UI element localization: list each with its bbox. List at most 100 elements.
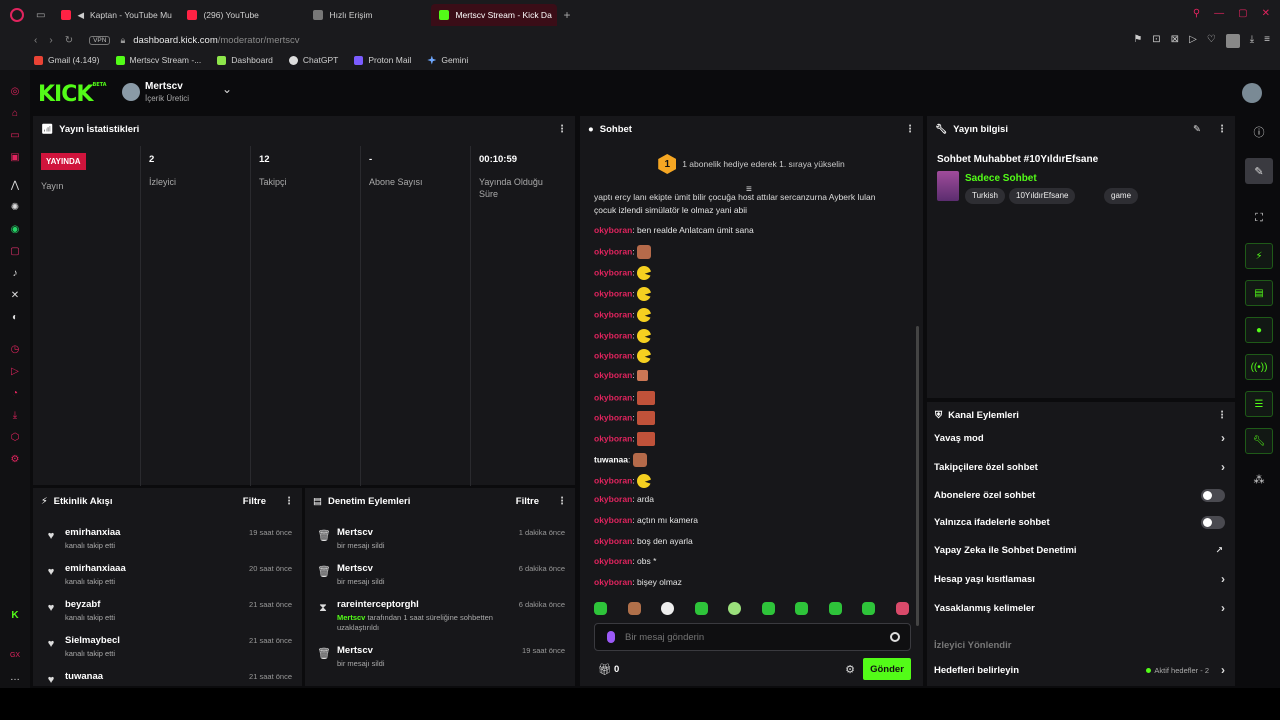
notes-icon[interactable]: ▤	[1245, 280, 1273, 306]
chat-username[interactable]: okyboran	[594, 392, 633, 403]
emote-button[interactable]	[828, 602, 842, 615]
moderation-item[interactable]: 🗑︎ Mertscv bir mesajı sildi 19 saat önce	[305, 640, 575, 676]
activity-item[interactable]: ♥ emirhanxiaa kanalı takip etti 19 saat önc…	[33, 522, 302, 558]
gift-leaderboard-banner[interactable]: 1 1 abonelik hediye ederek 1. sıraya yük…	[580, 142, 923, 186]
channel-action-row[interactable]: Takipçilere özel sohbet ›	[934, 457, 1225, 479]
opera-logo-icon[interactable]	[10, 8, 24, 22]
emote-button[interactable]	[761, 602, 775, 615]
vpn-badge[interactable]: VPN	[89, 35, 111, 45]
activity-item[interactable]: ♥ tuwanaa 21 saat önce	[33, 666, 302, 686]
messenger-icon[interactable]: ▭	[10, 130, 20, 141]
extensions-sidebar-icon[interactable]: ⬡	[10, 432, 20, 443]
tools-icon[interactable]: 🔧︎	[1245, 428, 1273, 454]
activity-user[interactable]: beyzabf	[65, 599, 101, 610]
bookmark-icon[interactable]: ⚑	[1133, 34, 1143, 45]
channel-action-row[interactable]: Yapay Zeka ile Sohbet Denetimi ↗	[934, 540, 1225, 562]
channel-action-row[interactable]: Yasaklanmış kelimeler ›	[934, 598, 1225, 620]
category-thumbnail[interactable]	[937, 171, 959, 201]
bookmark-gmail[interactable]: Gmail (4.149)	[34, 55, 100, 65]
send-button[interactable]: Gönder	[863, 658, 911, 680]
chat-username[interactable]: okyboran	[594, 225, 633, 235]
moderation-item[interactable]: ⧗ rareinterceptorghl Mertscv tarafından 1 …	[305, 594, 575, 638]
more-vertical-icon[interactable]: ⋮	[557, 123, 567, 135]
forward-icon[interactable]: ›	[49, 34, 53, 46]
minimize-icon[interactable]: —	[1214, 8, 1225, 19]
tab-manager-icon[interactable]: ▭	[36, 9, 46, 21]
gift-icon[interactable]: 🎁︎	[598, 664, 612, 676]
activity-user[interactable]: tuwanaa	[65, 671, 104, 682]
chat-username[interactable]: okyboran	[594, 309, 633, 320]
chat-settings-icon[interactable]: ⚙	[845, 664, 855, 676]
chat-username[interactable]: okyboran	[594, 577, 633, 587]
fullscreen-icon[interactable]: ⛶	[1255, 211, 1263, 224]
more-icon[interactable]: …	[10, 672, 20, 683]
chat-username[interactable]: okyboran	[594, 515, 633, 525]
url-field[interactable]: dashboard.kick.com/moderator/mertscv	[133, 34, 300, 46]
chat-username[interactable]: okyboran	[594, 330, 633, 341]
maximize-icon[interactable]: ▢	[1238, 8, 1248, 19]
activity-item[interactable]: ♥ emirhanxiaaa kanalı takip etti 20 saat ön…	[33, 558, 302, 594]
broadcast-icon[interactable]: ((•))	[1245, 354, 1273, 380]
stream-tag[interactable]: 10YıldırEfsane	[1009, 188, 1076, 204]
more-vertical-icon[interactable]: ⋮	[1217, 123, 1227, 135]
tab-speed-dial[interactable]: Hızlı Erişim	[305, 4, 431, 26]
edit-stream-icon[interactable]: ✎	[1245, 158, 1273, 184]
moderation-item[interactable]: 🗑︎ Mertscv bir mesajı sildi 6 dakika önce	[305, 558, 575, 594]
downloads-icon[interactable]: ⤓	[12, 410, 18, 421]
bookmark-dashboard[interactable]: Dashboard	[217, 55, 273, 65]
chat-scrollbar[interactable]	[916, 326, 919, 626]
chat-message-input[interactable]	[625, 631, 865, 643]
toggle-switch[interactable]	[1201, 516, 1225, 529]
tab-youtube-music[interactable]: ◀ Kaptan - YouTube Mu	[53, 4, 179, 26]
search-tabs-icon[interactable]: ⚲	[1192, 8, 1201, 19]
moderation-user[interactable]: Mertscv	[337, 645, 373, 656]
chat-username[interactable]: okyboran	[594, 556, 633, 566]
bookmark-proton-mail[interactable]: Proton Mail	[354, 55, 411, 65]
more-vertical-icon[interactable]: ⋮	[557, 495, 567, 507]
set-goals-row[interactable]: Hedefleri belirleyin Aktif hedefler - 2 …	[934, 660, 1225, 682]
tiktok-icon[interactable]: ♪	[12, 268, 18, 279]
emote-button[interactable]	[661, 602, 675, 615]
crypto-wallet-icon[interactable]: ⌂	[11, 108, 19, 119]
chat-username[interactable]: okyboran	[594, 475, 633, 486]
info-icon[interactable]: ⓘ	[1253, 127, 1265, 139]
more-vertical-icon[interactable]: ⋮	[1217, 409, 1227, 421]
emote-button[interactable]	[594, 602, 607, 615]
heart-icon[interactable]: ♡	[1206, 34, 1216, 45]
activity-user[interactable]: Sielmaybecl	[65, 635, 120, 646]
tab-youtube[interactable]: (296) YouTube	[179, 4, 305, 26]
x-icon[interactable]: ✕	[10, 290, 20, 301]
chat-username[interactable]: okyboran	[594, 288, 633, 299]
pinned-arrow-icon[interactable]: ≡	[746, 184, 752, 195]
stream-tag[interactable]: game	[1104, 188, 1139, 204]
speed-dial-icon[interactable]: ◷	[10, 344, 20, 355]
instagram-icon[interactable]: ▢	[10, 246, 20, 257]
kick-sidebar-icon[interactable]: ⋀	[10, 180, 20, 191]
back-icon[interactable]: ‹	[34, 34, 38, 46]
emoji-picker-icon[interactable]	[890, 632, 900, 642]
chat-username[interactable]: okyboran	[594, 494, 633, 504]
external-link-icon[interactable]: ↗	[1215, 545, 1223, 555]
mic-icon[interactable]	[607, 631, 615, 643]
user-avatar[interactable]	[1242, 83, 1262, 103]
profile-avatar[interactable]	[1225, 34, 1240, 48]
moderation-filter-button[interactable]: Filtre	[515, 495, 539, 507]
channel-name[interactable]: Mertscv	[145, 81, 183, 92]
chat-username[interactable]: okyboran	[594, 246, 633, 257]
stream-category[interactable]: Sadece Sohbet	[965, 173, 1037, 184]
edit-icon[interactable]: ✎	[1193, 123, 1201, 135]
moderation-user[interactable]: rareinterceptorghl	[337, 599, 419, 610]
emote-button[interactable]	[895, 602, 909, 615]
emote-button[interactable]	[862, 602, 876, 615]
tab-kick-dashboard[interactable]: Mertscv Stream - Kick Da	[431, 4, 558, 26]
channel-action-row[interactable]: Yalnızca ifadelerle sohbet	[934, 512, 1225, 534]
chat-username[interactable]: okyboran	[594, 350, 633, 361]
snapshot-icon[interactable]: ⊡	[1152, 34, 1161, 45]
chat-username[interactable]: tuwanaa	[594, 454, 629, 465]
activity-item[interactable]: ♥ beyzabf kanalı takip etti 21 saat önce	[33, 594, 302, 630]
channel-action-row[interactable]: Abonelere özel sohbet	[934, 485, 1225, 507]
bookmark-kick-stream[interactable]: Mertscv Stream -...	[115, 55, 201, 65]
toggle-switch[interactable]	[1201, 489, 1225, 502]
menu-icon[interactable]: ≡	[1264, 34, 1270, 45]
close-icon[interactable]: ✕	[1261, 8, 1270, 19]
